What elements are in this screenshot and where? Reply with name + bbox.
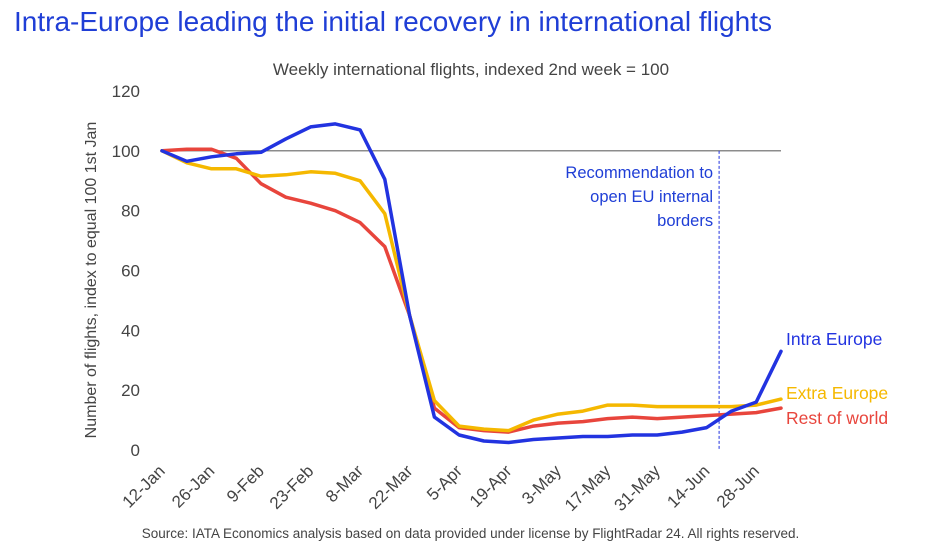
x-tick-label: 5-Apr [423,461,466,504]
x-tick-label: 26-Jan [168,461,218,511]
series-label: Extra Europe [786,383,888,403]
x-tick-label: 14-Jun [663,461,713,511]
series-label: Intra Europe [786,329,882,349]
x-tick-label: 31-May [611,461,665,515]
x-tick-label: 23-Feb [266,461,318,513]
y-tick-label: 120 [112,82,140,101]
annotation-group: Recommendation to open EU internal borders [565,150,720,450]
x-tick-label: 22-Mar [365,461,417,513]
x-tick-label: 19-Apr [466,461,516,511]
x-tick-label: 3-May [518,461,565,508]
annotation-text-line: open EU internal [590,188,713,206]
annotation-text-line: Recommendation to [565,164,713,182]
chart-title: Intra-Europe leading the initial recover… [14,6,772,37]
x-tick-label: 9-Feb [223,461,268,506]
y-axis-ticks: 0 20 40 60 80 100 120 [112,82,140,460]
y-tick-label: 0 [131,441,140,460]
x-tick-label: 8-Mar [322,461,367,506]
x-tick-label: 17-May [561,461,615,515]
y-tick-label: 100 [112,142,140,161]
series-labels: Intra Europe Extra Europe Rest of world [786,329,888,428]
y-axis-label: Number of flights, index to equal 100 1s… [83,122,100,439]
y-tick-label: 40 [121,321,140,340]
source-note: Source: IATA Economics analysis based on… [141,526,800,541]
y-tick-label: 20 [121,381,140,400]
series-label: Rest of world [786,408,888,428]
series-line-extra-europe [160,149,783,433]
chart-subtitle: Weekly international flights, indexed 2n… [272,60,670,79]
series-lines [160,122,783,445]
x-tick-label: 12-Jan [119,461,169,511]
series-line-intra-europe [160,122,783,445]
annotation-text-line: borders [657,212,713,230]
y-tick-label: 60 [121,262,140,281]
y-tick-label: 80 [121,202,140,221]
x-tick-label: 28-Jun [713,461,763,511]
